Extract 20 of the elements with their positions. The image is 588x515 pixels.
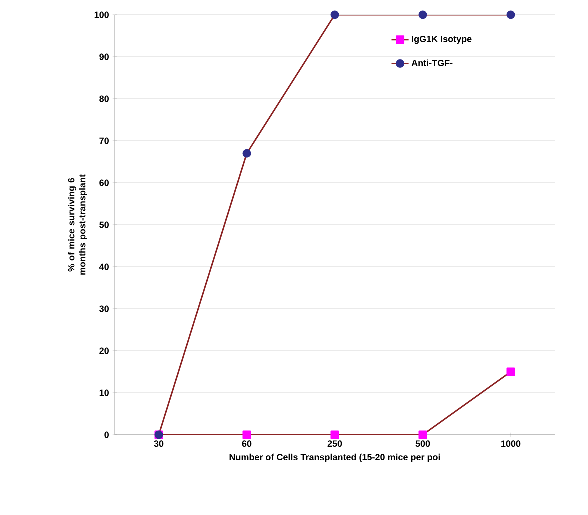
y-tick-label: 50 xyxy=(100,222,109,228)
y-axis-title: % of mice surviving 6 months post-transplant xyxy=(68,174,88,275)
legend-label: IgG1K Isotype xyxy=(412,36,472,44)
y-tick-label: 100 xyxy=(94,12,109,18)
y-tick-label: 80 xyxy=(100,96,109,102)
x-tick-label: 250 xyxy=(328,440,342,448)
y-tick-label: 20 xyxy=(100,348,109,354)
x-axis-title: Number of Cells Transplanted (15-20 mice per poi xyxy=(230,454,440,462)
x-tick-label: 30 xyxy=(154,440,164,448)
y-tick-label: 70 xyxy=(100,138,109,144)
y-tick-label: 60 xyxy=(100,180,109,186)
y-tick-label: 10 xyxy=(100,390,109,396)
x-tick-label: 500 xyxy=(416,440,430,448)
x-tick-label: 60 xyxy=(242,440,252,448)
y-tick-label: 30 xyxy=(100,306,109,312)
y-tick-label: 90 xyxy=(100,54,109,60)
y-tick-label: 0 xyxy=(104,432,109,438)
x-tick-label: 1000 xyxy=(502,440,521,448)
legend-label: Anti-TGF- xyxy=(412,60,453,66)
y-tick-label: 40 xyxy=(99,264,109,270)
